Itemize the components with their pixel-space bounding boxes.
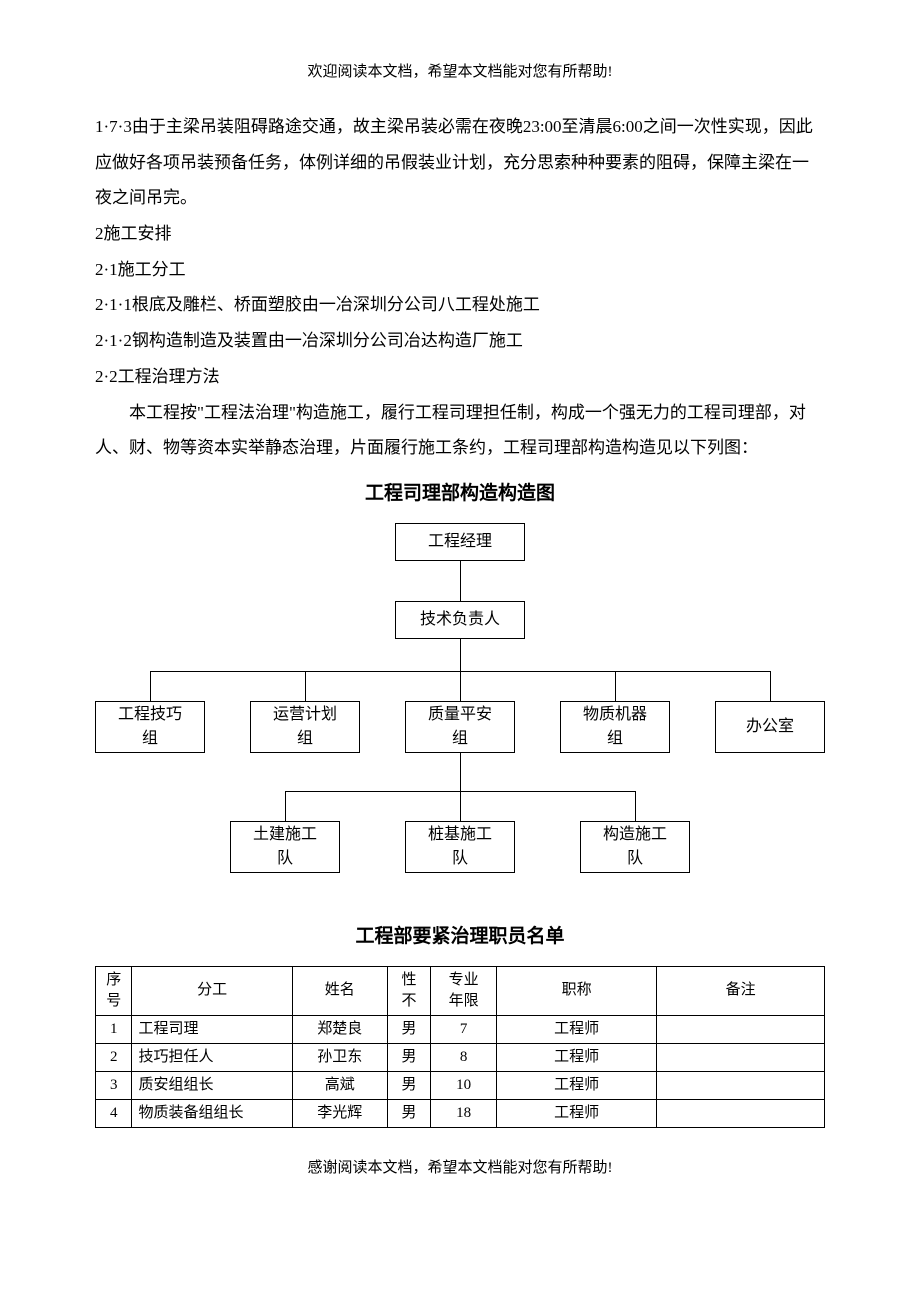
connector-line: [635, 791, 636, 821]
connector-line: [460, 561, 461, 601]
table-cell: 郑楚良: [292, 1015, 387, 1043]
connector-line: [460, 671, 461, 701]
table-cell: 工程师: [496, 1043, 656, 1071]
header-note: 欢迎阅读本文档，希望本文档能对您有所帮助!: [95, 60, 825, 81]
col-name: 姓名: [292, 966, 387, 1015]
connector-line: [150, 671, 151, 701]
table-cell: [657, 1099, 825, 1127]
paragraph-2-2: 2·2工程治理方法: [95, 359, 825, 395]
table-cell: 男: [387, 1043, 431, 1071]
table-cell: 2: [96, 1043, 132, 1071]
table-cell: 物质装备组组长: [132, 1099, 292, 1127]
table-cell: 4: [96, 1099, 132, 1127]
table-cell: 工程师: [496, 1015, 656, 1043]
paragraph-2-1-1: 2·1·1根底及雕栏、桥面塑胶由一冶深圳分公司八工程处施工: [95, 287, 825, 323]
node-material-group: 物质机器 组: [560, 701, 670, 753]
table-cell: 18: [431, 1099, 497, 1127]
node-project-manager: 工程经理: [395, 523, 525, 561]
org-chart: 工程经理 技术负责人 工程技巧 组 运营计划 组 质量平安 组 物质机器 组 办…: [95, 523, 825, 903]
paragraph-1-7-3: 1·7·3由于主梁吊装阻碍路途交通，故主梁吊装必需在夜晚23:00至清晨6:00…: [95, 109, 825, 216]
paragraph-2: 2施工安排: [95, 216, 825, 252]
connector-line: [285, 791, 286, 821]
table-cell: 男: [387, 1015, 431, 1043]
col-years: 专业 年限: [431, 966, 497, 1015]
connector-line: [460, 639, 461, 671]
connector-line: [460, 753, 461, 791]
col-remark: 备注: [657, 966, 825, 1015]
node-civil-team: 土建施工 队: [230, 821, 340, 873]
node-planning-group: 运营计划 组: [250, 701, 360, 753]
staff-table: 序 号 分工 姓名 性 不 专业 年限 职称 备注 1工程司理郑楚良男7工程师2…: [95, 966, 825, 1128]
col-title: 职称: [496, 966, 656, 1015]
table-cell: 李光辉: [292, 1099, 387, 1127]
table-cell: 10: [431, 1071, 497, 1099]
table-cell: 工程师: [496, 1099, 656, 1127]
col-gender: 性 不: [387, 966, 431, 1015]
connector-line: [460, 791, 461, 821]
col-index: 序 号: [96, 966, 132, 1015]
table-cell: 3: [96, 1071, 132, 1099]
table-cell: 技巧担任人: [132, 1043, 292, 1071]
table-cell: 7: [431, 1015, 497, 1043]
col-role: 分工: [132, 966, 292, 1015]
document-body: 1·7·3由于主梁吊装阻碍路途交通，故主梁吊装必需在夜晚23:00至清晨6:00…: [95, 109, 825, 466]
table-cell: 男: [387, 1071, 431, 1099]
node-tech-group: 工程技巧 组: [95, 701, 205, 753]
node-structure-team: 构造施工 队: [580, 821, 690, 873]
staff-table-title: 工程部要紧治理职员名单: [95, 921, 825, 948]
table-row: 1工程司理郑楚良男7工程师: [96, 1015, 825, 1043]
table-cell: 质安组组长: [132, 1071, 292, 1099]
table-cell: 8: [431, 1043, 497, 1071]
connector-line: [305, 671, 306, 701]
table-row: 2技巧担任人孙卫东男8工程师: [96, 1043, 825, 1071]
table-cell: 工程师: [496, 1071, 656, 1099]
node-office: 办公室: [715, 701, 825, 753]
table-cell: [657, 1071, 825, 1099]
table-cell: 孙卫东: [292, 1043, 387, 1071]
table-header-row: 序 号 分工 姓名 性 不 专业 年限 职称 备注: [96, 966, 825, 1015]
table-row: 4物质装备组组长李光辉男18工程师: [96, 1099, 825, 1127]
table-row: 3质安组组长高斌男10工程师: [96, 1071, 825, 1099]
connector-line: [770, 671, 771, 701]
connector-line: [615, 671, 616, 701]
table-cell: 高斌: [292, 1071, 387, 1099]
paragraph-2-1: 2·1施工分工: [95, 252, 825, 288]
paragraph-2-2-body: 本工程按"工程法治理"构造施工，履行工程司理担任制，构成一个强无力的工程司理部，…: [95, 395, 825, 466]
table-cell: [657, 1015, 825, 1043]
footer-note: 感谢阅读本文档，希望本文档能对您有所帮助!: [95, 1156, 825, 1177]
node-tech-lead: 技术负责人: [395, 601, 525, 639]
org-chart-title: 工程司理部构造构造图: [95, 478, 825, 505]
table-cell: 工程司理: [132, 1015, 292, 1043]
table-cell: [657, 1043, 825, 1071]
table-cell: 1: [96, 1015, 132, 1043]
node-quality-group: 质量平安 组: [405, 701, 515, 753]
paragraph-2-1-2: 2·1·2钢构造制造及装置由一冶深圳分公司冶达构造厂施工: [95, 323, 825, 359]
table-cell: 男: [387, 1099, 431, 1127]
node-pile-team: 桩基施工 队: [405, 821, 515, 873]
